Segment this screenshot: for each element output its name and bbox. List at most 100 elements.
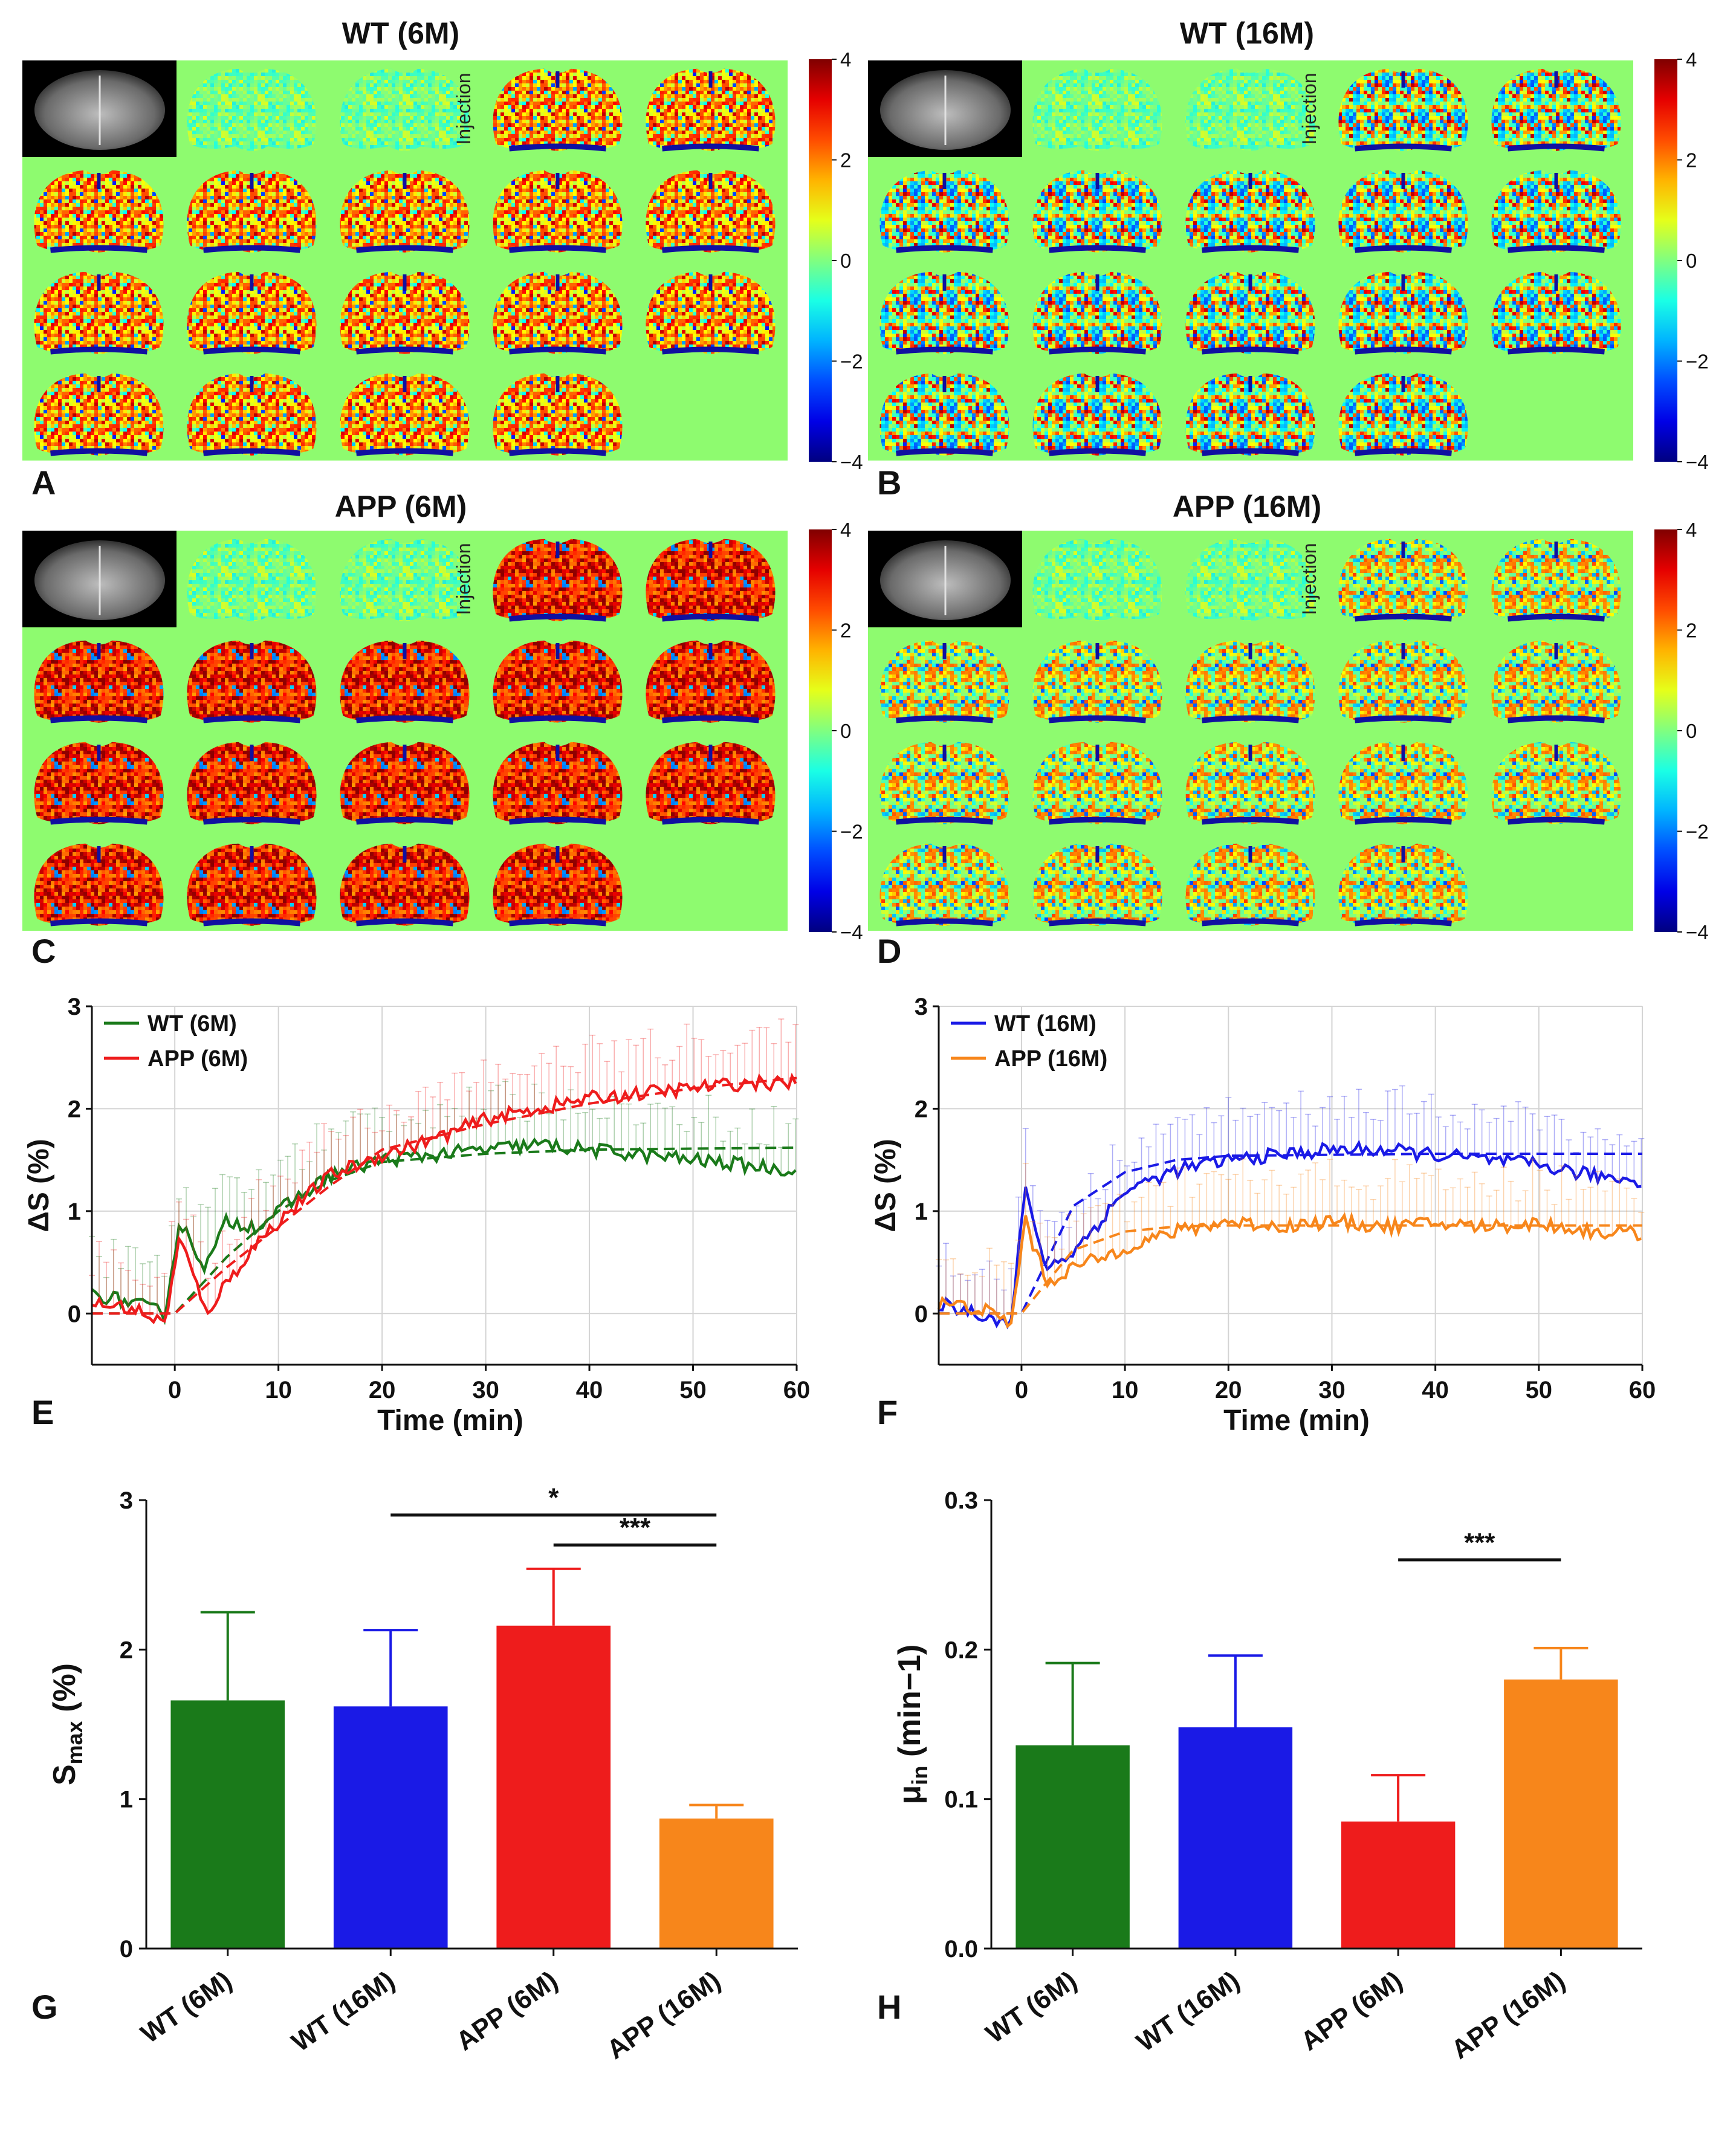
brain-slice (1185, 539, 1315, 621)
slice-ventral-edge (203, 346, 300, 355)
slice-ventral-edge (896, 448, 993, 456)
brain-slice (1338, 170, 1468, 253)
brain-slice (646, 742, 776, 824)
brain-slice (1338, 742, 1468, 824)
slice-ventral-edge (1049, 918, 1146, 927)
slice-ventral-edge (1508, 715, 1605, 723)
injection-label: Injection (1298, 73, 1320, 144)
map-title: APP (6M) (335, 490, 467, 523)
brain-slice (34, 271, 164, 354)
brain-slice (493, 271, 623, 354)
y-axis-label: ΔS (%) (23, 1139, 55, 1232)
slice-ventral-edge (1355, 613, 1452, 622)
brain-slice (1491, 539, 1621, 621)
slice-ventral-edge (50, 715, 147, 723)
x-tick-label: 20 (369, 1377, 396, 1403)
bar (333, 1706, 448, 1949)
y-tick-label: 3 (68, 994, 81, 1020)
x-category-label: WT (6M) (980, 1965, 1082, 2049)
injection-label: Injection (453, 543, 474, 615)
slice-ventral-edge (896, 918, 993, 927)
x-tick-label: 20 (1215, 1377, 1242, 1403)
panel-letter: H (877, 1988, 901, 2026)
legend-label: APP (6M) (147, 1046, 248, 1072)
slice-ventral-edge (509, 918, 606, 927)
brain-slice (493, 742, 623, 824)
y-tick-label: 0 (120, 1936, 133, 1962)
colorbar-tick-label: 2 (840, 149, 851, 172)
slice-ventral-edge (1202, 448, 1299, 456)
brain-slice (340, 742, 470, 824)
y-label-unit: (%) (47, 1663, 82, 1721)
brain-slice (646, 68, 776, 151)
slice-ventral-edge (1049, 346, 1146, 355)
slice-ventral-edge (203, 448, 300, 456)
brain-slice (1338, 843, 1468, 926)
slice-ventral-edge (662, 245, 759, 253)
slice-ventral-edge (509, 245, 606, 253)
y-tick-label: 1 (915, 1199, 928, 1225)
x-tick-label: 60 (1629, 1377, 1656, 1403)
slice-ventral-edge (1049, 245, 1146, 253)
x-tick-label: 0 (168, 1377, 181, 1403)
brain-slice (187, 170, 317, 253)
colorbar-tick-label: 2 (1686, 619, 1697, 642)
slice-ventral-edge (50, 918, 147, 927)
brain-slice (187, 843, 317, 926)
colorbar (809, 529, 832, 932)
map-title: WT (6M) (342, 16, 459, 50)
y-label-sub: max (62, 1721, 87, 1764)
x-tick-label: 40 (1422, 1377, 1449, 1403)
colorbar-tick-label: 2 (1686, 149, 1697, 172)
slice-ventral-edge (896, 715, 993, 723)
bar-chart-g: WT (6M) WT (16M) APP (6M) APP (16M)****0123… (31, 1483, 798, 2065)
brain-slice (187, 539, 317, 621)
slice-ventral-edge (356, 245, 453, 253)
brain-slice (1185, 843, 1315, 926)
brain-slice (34, 170, 164, 253)
y-tick-label: 0 (915, 1301, 928, 1327)
slice-ventral-edge (1202, 715, 1299, 723)
slice-ventral-edge (1355, 143, 1452, 152)
slice-ventral-edge (662, 346, 759, 355)
colorbar-tick-label: 0 (1686, 720, 1697, 742)
significance-label: *** (620, 1513, 651, 1542)
colorbar-tick-label: 4 (840, 519, 851, 541)
brain-slice (340, 271, 470, 354)
slice-ventral-edge (203, 918, 300, 927)
slice-ventral-edge (1355, 245, 1452, 253)
slice-ventral-edge (1049, 448, 1146, 456)
map-panel-d: APP (16M) Injection 4 2 0 −2 −4 D (868, 490, 1709, 970)
y-tick-label: 2 (120, 1637, 133, 1663)
x-tick-label: 10 (1112, 1377, 1139, 1403)
slice-ventral-edge (1355, 715, 1452, 723)
slice-ventral-edge (662, 613, 759, 622)
panel-letter: A (31, 464, 56, 502)
brain-slice (1338, 68, 1468, 151)
brain-slice (340, 640, 470, 723)
brain-slice (1338, 539, 1468, 621)
brain-slice (1185, 68, 1315, 151)
slice-ventral-edge (1355, 448, 1452, 456)
brain-slice (1491, 271, 1621, 354)
x-category-label: APP (16M) (601, 1965, 726, 2065)
bar (659, 1818, 774, 1949)
brain-slice (34, 640, 164, 723)
slice-ventral-edge (509, 346, 606, 355)
slice-ventral-edge (1508, 245, 1605, 253)
series-line (91, 1137, 797, 1325)
slice-ventral-edge (356, 918, 453, 927)
series-line (91, 1072, 797, 1325)
x-category-label: APP (6M) (451, 1965, 563, 2056)
y-tick-label: 3 (120, 1487, 133, 1514)
brain-slice (187, 373, 317, 456)
colorbar-tick-label: 4 (1686, 519, 1697, 541)
slice-ventral-edge (896, 245, 993, 253)
slice-ventral-edge (509, 613, 606, 622)
x-tick-label: 30 (1318, 1377, 1346, 1403)
legend-label: WT (16M) (994, 1011, 1096, 1037)
brain-slice (340, 170, 470, 253)
y-label-sub: in (907, 1766, 932, 1785)
brain-slice (1032, 843, 1162, 926)
brain-slice (1491, 742, 1621, 824)
